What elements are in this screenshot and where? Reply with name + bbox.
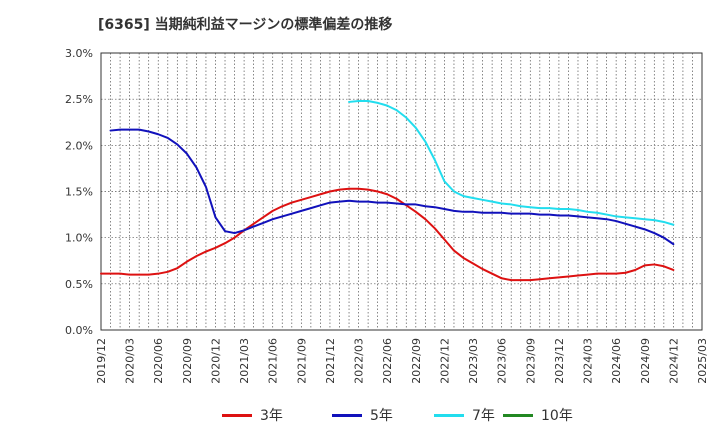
legend-swatch: [222, 413, 252, 417]
y-tick-label: 0.5%: [65, 278, 93, 291]
legend-label: 10年: [541, 408, 573, 424]
series-line-3年: [100, 187, 675, 282]
x-tick-label: 2024/03: [582, 338, 595, 384]
y-tick-label: 3.0%: [65, 47, 93, 60]
legend-label: 3年: [260, 408, 283, 424]
legend-swatch: [503, 413, 533, 417]
x-tick-label: 2024/12: [667, 338, 680, 384]
x-tick-label: 2022/12: [438, 338, 451, 384]
x-tick-label: 2019/12: [95, 338, 108, 384]
x-tick-label: 2020/06: [152, 338, 165, 384]
x-tick-label: 2023/06: [496, 338, 509, 384]
legend-label: 5年: [370, 408, 393, 424]
legend-swatch: [434, 413, 464, 417]
legend-item: 5年: [332, 404, 393, 426]
legend: 3年 5年 7年 10年: [0, 404, 720, 426]
legend-item: 3年: [222, 404, 283, 426]
series-line-7年: [348, 100, 675, 226]
x-tick-label: 2022/03: [353, 338, 366, 384]
legend-item: 7年: [434, 404, 495, 426]
y-tick-label: 2.5%: [65, 93, 93, 106]
x-tick-label: 2021/09: [295, 338, 308, 384]
x-tick-label: 2025/03: [696, 338, 709, 384]
x-tick-label: 2020/03: [124, 338, 137, 384]
x-tick-label: 2022/09: [410, 338, 423, 384]
legend-label: 7年: [472, 408, 495, 424]
x-tick-label: 2021/03: [238, 338, 251, 384]
series-lines: [100, 100, 675, 282]
x-tick-label: 2024/06: [610, 338, 623, 384]
x-tick-label: 2020/12: [209, 338, 222, 384]
plot-frame: [100, 52, 703, 331]
y-tick-label: 2.0%: [65, 139, 93, 152]
grid: [101, 53, 702, 330]
y-tick-label: 1.5%: [65, 186, 93, 199]
y-tick-labels: 0.0% 0.5% 1.0% 1.5% 2.0% 2.5% 3.0%: [65, 47, 93, 337]
y-tick-label: 1.0%: [65, 232, 93, 245]
x-tick-labels: 2019/12 2020/03 2020/06 2020/09 2020/12 2021/…: [95, 338, 709, 384]
series-line-5年: [109, 128, 675, 246]
x-tick-label: 2021/06: [267, 338, 280, 384]
x-tick-label: 2023/03: [467, 338, 480, 384]
x-tick-label: 2022/06: [381, 338, 394, 384]
legend-swatch: [332, 413, 362, 417]
axes: [100, 52, 703, 331]
x-tick-label: 2021/12: [324, 338, 337, 384]
x-tick-label: 2023/12: [553, 338, 566, 384]
legend-item: 10年: [503, 404, 573, 426]
chart-title: [6365] 当期純利益マージンの標準偏差の推移: [98, 17, 393, 33]
x-tick-label: 2024/09: [639, 338, 652, 384]
y-tick-label: 0.0%: [65, 324, 93, 337]
x-tick-label: 2020/09: [181, 338, 194, 384]
x-tick-label: 2023/09: [524, 338, 537, 384]
